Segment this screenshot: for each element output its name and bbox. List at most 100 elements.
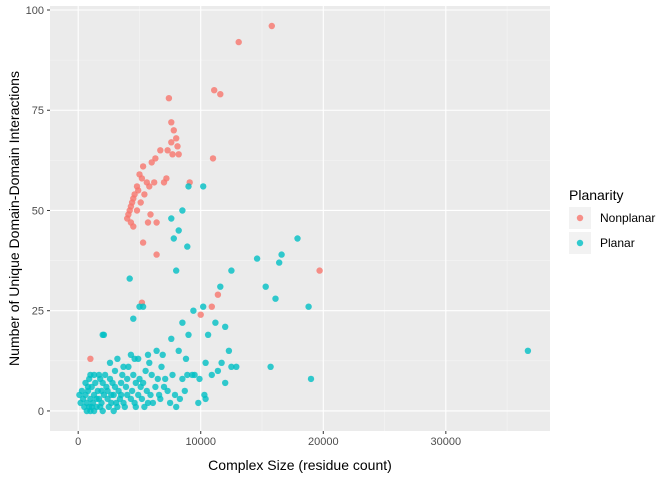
point-nonplanar — [170, 127, 177, 134]
data-points — [76, 22, 532, 415]
point-planar — [146, 359, 153, 366]
y-tick-label: 0 — [38, 406, 44, 418]
point-nonplanar — [197, 311, 204, 318]
point-planar — [87, 371, 94, 379]
point-planar — [128, 387, 136, 395]
point-planar — [217, 283, 224, 290]
point-planar — [212, 319, 219, 326]
point-planar — [114, 355, 121, 362]
point-nonplanar — [173, 135, 180, 142]
legend-label-nonplanar: Nonplanar — [600, 211, 655, 225]
point-nonplanar — [160, 179, 168, 186]
point-planar — [109, 379, 116, 387]
point-planar — [120, 363, 127, 370]
point-planar — [176, 395, 184, 403]
point-nonplanar — [157, 147, 164, 154]
y-tick-label: 75 — [32, 105, 44, 117]
point-planar — [173, 403, 180, 411]
point-planar — [154, 375, 161, 383]
point-planar — [130, 371, 137, 379]
point-planar — [222, 379, 229, 387]
point-planar — [153, 347, 160, 354]
x-axis-ticks: 0 10000 20000 30000 — [75, 431, 461, 448]
point-planar — [138, 395, 146, 403]
point-planar — [157, 395, 164, 403]
point-planar — [148, 371, 155, 379]
legend: Planarity Nonplanar Planar — [569, 187, 655, 254]
point-planar — [77, 399, 84, 407]
point-planar — [76, 391, 83, 399]
major-gridlines — [50, 6, 550, 431]
point-nonplanar — [217, 91, 224, 98]
point-planar — [181, 387, 188, 395]
point-planar — [125, 363, 132, 370]
legend-marker-planar — [576, 239, 584, 247]
point-nonplanar — [139, 239, 147, 246]
point-planar — [185, 331, 192, 338]
point-nonplanar — [151, 179, 158, 186]
point-planar — [121, 403, 128, 411]
point-planar — [218, 359, 225, 366]
point-planar — [152, 383, 159, 391]
point-planar — [122, 383, 130, 391]
point-planar — [175, 347, 182, 354]
legend-label-planar: Planar — [600, 236, 635, 250]
point-planar — [99, 379, 106, 387]
y-tick-label: 25 — [32, 306, 44, 318]
point-planar — [117, 379, 125, 387]
point-planar — [117, 391, 125, 399]
legend-marker-nonplanar — [576, 214, 584, 222]
point-planar — [139, 379, 147, 387]
point-planar — [124, 375, 131, 383]
point-planar — [204, 331, 212, 338]
point-planar — [225, 347, 233, 354]
point-planar — [108, 391, 115, 399]
point-planar — [202, 359, 209, 366]
y-axis-ticks: 0 25 50 75 100 — [26, 5, 50, 418]
point-planar — [159, 351, 166, 358]
point-planar — [276, 259, 283, 266]
point-planar — [95, 371, 103, 379]
point-planar — [222, 323, 229, 330]
point-nonplanar — [235, 38, 242, 46]
point-planar — [185, 183, 192, 190]
point-nonplanar — [211, 87, 218, 94]
point-nonplanar — [169, 151, 176, 158]
point-planar — [214, 367, 222, 375]
point-nonplanar — [139, 163, 147, 170]
point-nonplanar — [153, 219, 160, 226]
point-planar — [294, 235, 301, 242]
point-planar — [228, 267, 235, 274]
point-nonplanar — [133, 207, 141, 214]
point-nonplanar — [137, 199, 144, 206]
point-planar — [184, 371, 191, 379]
point-planar — [149, 399, 157, 407]
point-nonplanar — [148, 159, 155, 166]
x-tick-label: 10000 — [185, 436, 216, 448]
point-planar — [144, 351, 152, 358]
point-planar — [98, 387, 105, 395]
point-nonplanar — [268, 22, 275, 30]
point-planar — [147, 391, 154, 399]
point-planar — [200, 183, 207, 190]
point-nonplanar — [209, 155, 217, 162]
point-planar — [126, 275, 133, 282]
y-axis-title: Number of Unique Domain-Domain Interacti… — [6, 71, 22, 366]
point-planar — [228, 363, 235, 370]
point-planar — [173, 267, 180, 274]
point-planar — [262, 283, 269, 290]
point-planar — [524, 347, 532, 354]
point-planar — [189, 371, 196, 379]
point-nonplanar — [214, 291, 222, 298]
point-nonplanar — [164, 147, 171, 154]
point-nonplanar — [165, 95, 173, 102]
y-tick-label: 100 — [26, 5, 44, 17]
point-planar — [267, 363, 274, 370]
point-planar — [307, 375, 315, 383]
point-nonplanar — [168, 119, 175, 126]
point-planar — [87, 395, 94, 403]
point-planar — [99, 331, 106, 338]
point-nonplanar — [87, 355, 94, 362]
point-planar — [253, 255, 261, 262]
